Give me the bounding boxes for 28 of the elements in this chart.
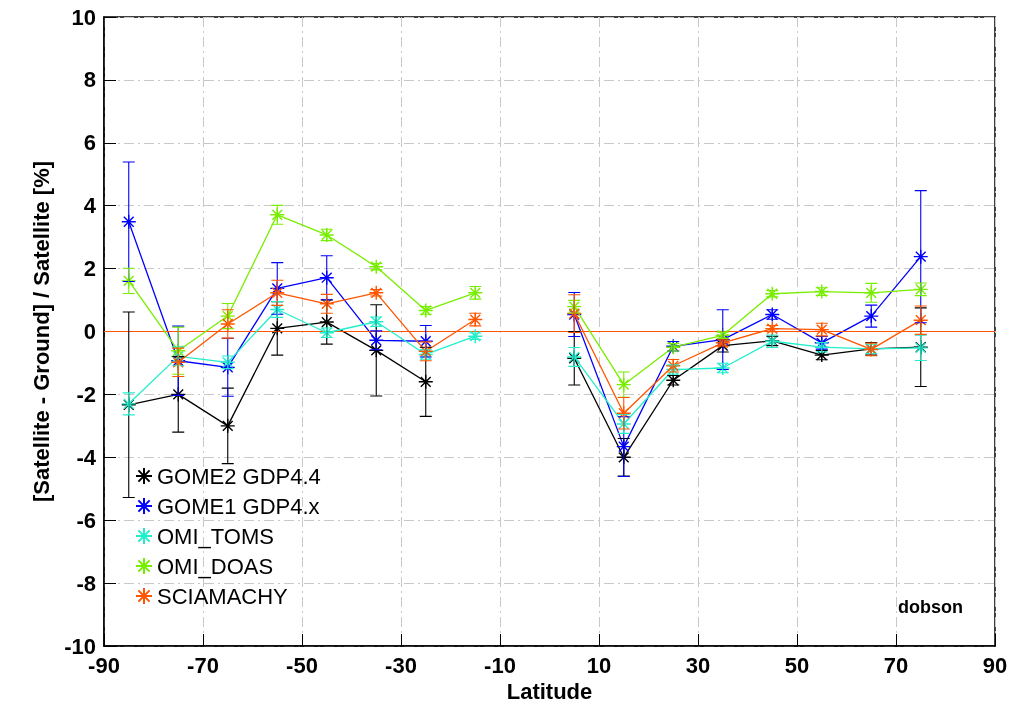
y-tick-label: 4	[83, 193, 97, 219]
legend-label: SCIAMACHY	[157, 583, 289, 609]
x-tick-label: -10	[484, 652, 516, 678]
x-tick-label: 30	[685, 652, 711, 678]
x-tick-label: -30	[385, 652, 417, 678]
legend-label: OMI_TOMS	[157, 523, 274, 549]
y-tick-label: 6	[83, 130, 96, 156]
x-tick-label: 70	[883, 652, 909, 678]
y-tick-label: -8	[76, 570, 96, 596]
y-axis-title: [Satellite - Ground] / Satellite [%]	[28, 160, 54, 503]
y-tick-label: 2	[83, 256, 96, 282]
y-tick-label: -6	[76, 507, 96, 533]
x-axis-title: Latitude	[506, 679, 593, 705]
y-tick-label: 8	[83, 67, 96, 93]
legend-label: OMI_DOAS	[157, 553, 274, 579]
annotation: dobson	[898, 597, 964, 617]
x-tick-label: 50	[784, 652, 810, 678]
x-tick-label: 90	[982, 652, 1008, 678]
x-tick-label: 10	[586, 652, 612, 678]
y-tick-label: -2	[76, 381, 96, 407]
y-tick-label: 0	[83, 319, 96, 344]
legend-label: GOME2 GDP4.4	[157, 463, 321, 489]
x-tick-label: -70	[187, 652, 219, 678]
y-tick-label: -10	[64, 633, 96, 659]
y-tick-label: -4	[76, 444, 97, 470]
y-tick-label: 10	[71, 4, 96, 30]
legend-label: GOME1 GDP4.x	[157, 493, 320, 519]
x-tick-label: -50	[286, 652, 318, 678]
